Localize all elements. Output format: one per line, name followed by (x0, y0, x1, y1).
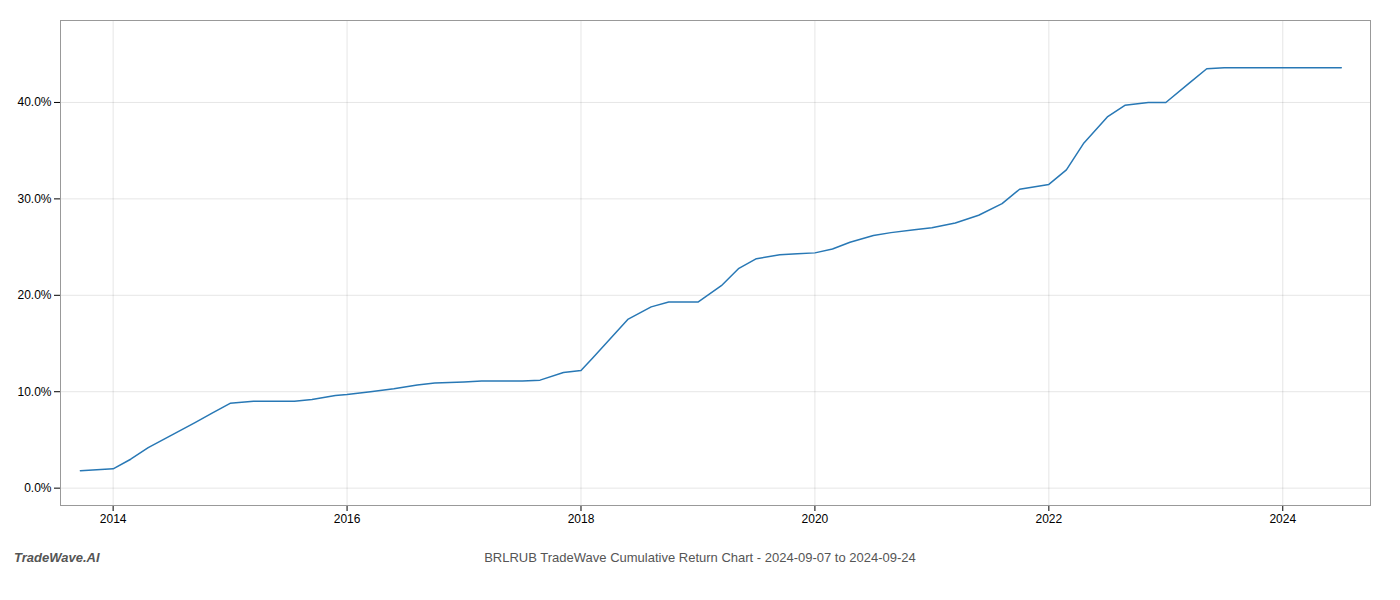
html-text:TradeWave.AI: TradeWave.AI (14, 550, 100, 565)
svg-text:2014: 2014 (100, 512, 127, 526)
svg-text:2018: 2018 (568, 512, 595, 526)
svg-text:0.0%: 0.0% (24, 481, 52, 495)
svg-text:20.0%: 20.0% (17, 288, 51, 302)
svg-text:2016: 2016 (334, 512, 361, 526)
svg-text:2022: 2022 (1035, 512, 1062, 526)
svg-text:2020: 2020 (802, 512, 829, 526)
svg-text:30.0%: 30.0% (17, 192, 51, 206)
svg-text:10.0%: 10.0% (17, 385, 51, 399)
svg-text:2024: 2024 (1269, 512, 1296, 526)
html-text:BRLRUB TradeWave Cumulative Re: BRLRUB TradeWave Cumulative Return Chart… (484, 550, 916, 565)
svg-text:40.0%: 40.0% (17, 95, 51, 109)
